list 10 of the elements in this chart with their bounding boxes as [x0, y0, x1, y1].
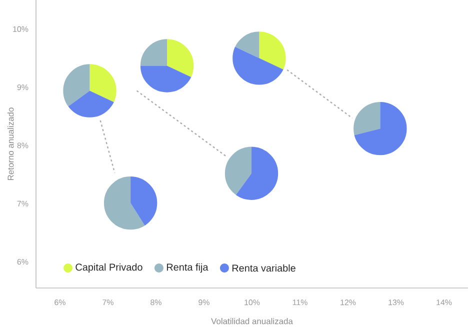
y-axis-title: Retorno anualizado	[7, 108, 14, 180]
point	[140, 38, 194, 94]
point	[224, 146, 279, 201]
legend-label: Renta variable	[232, 264, 296, 272]
point	[103, 176, 158, 230]
legend-label: Capital Privado	[76, 263, 142, 273]
x-axis-title: Volatilidad anualizada	[211, 318, 293, 324]
point	[232, 30, 287, 86]
point	[62, 63, 118, 118]
legend-label: Renta fija	[166, 263, 208, 273]
